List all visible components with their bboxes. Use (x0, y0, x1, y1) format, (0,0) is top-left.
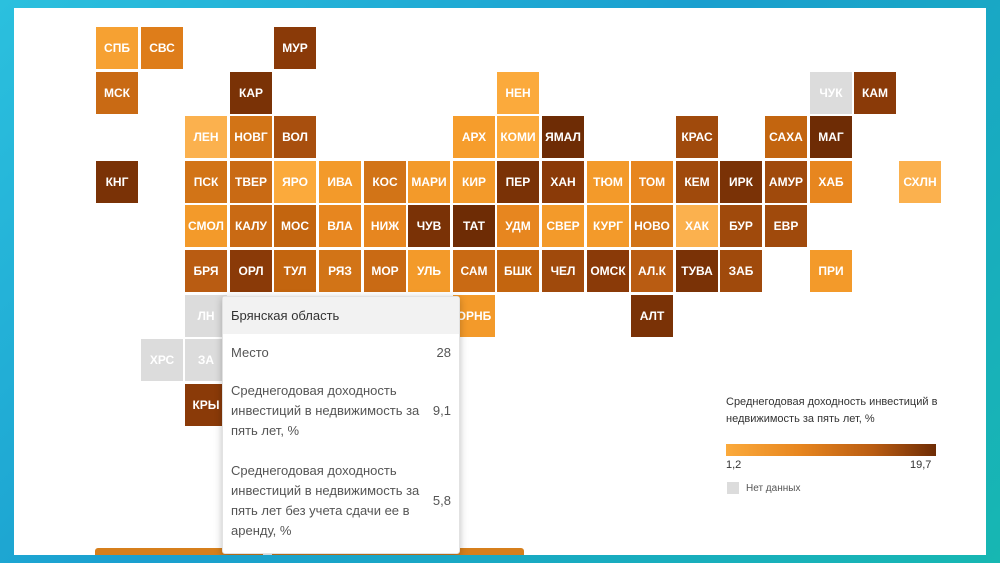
region-tile[interactable]: ВЛА (319, 205, 361, 247)
region-tile[interactable]: КОС (364, 161, 406, 203)
region-tile[interactable]: ОРНБ (453, 295, 495, 337)
region-tile[interactable]: СМОЛ (185, 205, 227, 247)
region-tile[interactable]: ИВА (319, 161, 361, 203)
region-tile[interactable]: СПБ (96, 27, 138, 69)
region-tile[interactable]: КАЛУ (230, 205, 272, 247)
region-tile[interactable]: КЕМ (676, 161, 718, 203)
tooltip-yield-no-rent-value: 5,8 (432, 493, 451, 508)
region-tile[interactable]: ТОМ (631, 161, 673, 203)
tooltip-rank-label: Место (231, 345, 269, 360)
region-tile[interactable]: СВЕР (542, 205, 584, 247)
region-tile[interactable]: УДМ (497, 205, 539, 247)
region-tile[interactable]: ЧУВ (408, 205, 450, 247)
region-tile[interactable]: ХАК (676, 205, 718, 247)
region-tile[interactable]: КРАС (676, 116, 718, 158)
region-tile[interactable]: КРЫ (185, 384, 227, 426)
tooltip-row-yield-no-rent: Среднегодовая доходность инвестиций в не… (231, 461, 451, 543)
region-tile[interactable]: ЗА (185, 339, 227, 381)
region-tile[interactable]: ПЕР (497, 161, 539, 203)
region-tile[interactable]: ВОЛ (274, 116, 316, 158)
chart-card: СПБ СВС МУР МСК КАР НЕН ЧУК КАМ ЛЕН НОВГ ВОЛ АРХ КОМ… (14, 8, 986, 555)
region-tile[interactable]: АЛТ (631, 295, 673, 337)
region-tile[interactable]: АРХ (453, 116, 495, 158)
region-tile[interactable]: МУР (274, 27, 316, 69)
region-tile[interactable]: КАМ (854, 72, 896, 114)
tooltip-yield-no-rent-label: Среднегодовая доходность инвестиций в не… (231, 463, 420, 538)
region-tile[interactable]: ЛЕН (185, 116, 227, 158)
region-tile[interactable]: КУРГ (587, 205, 629, 247)
region-tile[interactable]: СВС (141, 27, 183, 69)
region-tile[interactable]: САХА (765, 116, 807, 158)
region-tile[interactable]: ЯРО (274, 161, 316, 203)
legend-title: Среднегодовая доходность инвестиций в не… (726, 396, 938, 425)
region-tile[interactable]: СХЛН (899, 161, 941, 203)
region-tile[interactable]: САМ (453, 250, 495, 292)
legend-nodata-label: Нет данных (746, 483, 801, 494)
region-tile[interactable]: ЕВР (765, 205, 807, 247)
region-tile[interactable]: ОРЛ (230, 250, 272, 292)
region-tile[interactable]: ХАБ (810, 161, 852, 203)
bottom-button-left[interactable] (95, 548, 263, 555)
tooltip-rank-value: 28 (436, 345, 451, 360)
region-tile[interactable]: ЧУК (810, 72, 852, 114)
region-tile[interactable]: НОВГ (230, 116, 272, 158)
region-tile[interactable]: ТАТ (453, 205, 495, 247)
region-tile[interactable]: БРЯ (185, 250, 227, 292)
region-tile[interactable]: ЧЕЛ (542, 250, 584, 292)
region-tile[interactable]: ЯМАЛ (542, 116, 584, 158)
region-tile[interactable]: КИР (453, 161, 495, 203)
region-tile[interactable]: ПСК (185, 161, 227, 203)
tooltip-yield-value: 9,1 (432, 403, 451, 418)
region-tile[interactable]: ЗАБ (720, 250, 762, 292)
legend-color-scale (726, 444, 936, 456)
region-tile[interactable]: МАРИ (408, 161, 450, 203)
region-tile[interactable]: АЛ.К (631, 250, 673, 292)
region-tile[interactable]: НИЖ (364, 205, 406, 247)
region-tile[interactable]: НОВО (631, 205, 673, 247)
region-tile[interactable]: ХАН (542, 161, 584, 203)
tooltip-row-rank: Место 28 (231, 343, 451, 363)
region-tile[interactable]: НЕН (497, 72, 539, 114)
tooltip-row-yield: Среднегодовая доходность инвестиций в не… (231, 381, 451, 441)
region-tile[interactable]: АМУР (765, 161, 807, 203)
region-tile[interactable]: КОМИ (497, 116, 539, 158)
region-tile[interactable]: МОР (364, 250, 406, 292)
region-tile[interactable]: УЛЬ (408, 250, 450, 292)
region-tile[interactable]: КНГ (96, 161, 138, 203)
region-tile[interactable]: КАР (230, 72, 272, 114)
tooltip-region-name: Брянская область (223, 297, 459, 334)
region-tile[interactable]: БШК (497, 250, 539, 292)
legend-max-label: 19,7 (910, 459, 932, 471)
region-tile[interactable]: ИРК (720, 161, 762, 203)
region-tile[interactable]: МОС (274, 205, 316, 247)
region-tile[interactable]: ПРИ (810, 250, 852, 292)
region-tile[interactable]: ЛН (185, 295, 227, 337)
region-tile[interactable]: ТЮМ (587, 161, 629, 203)
region-tile[interactable]: БУР (720, 205, 762, 247)
region-tile[interactable]: МСК (96, 72, 138, 114)
legend-min-label: 1,2 (726, 459, 742, 471)
region-tile[interactable]: ХРС (141, 339, 183, 381)
region-tooltip: Брянская область Место 28 Среднегодовая … (222, 296, 460, 554)
region-tile[interactable]: МАГ (810, 116, 852, 158)
legend-nodata-swatch (727, 482, 739, 494)
region-tile[interactable]: ТУЛ (274, 250, 316, 292)
region-tile[interactable]: ТВЕР (230, 161, 272, 203)
region-tile[interactable]: ОМСК (587, 250, 629, 292)
region-tile[interactable]: ТУВА (676, 250, 718, 292)
tooltip-yield-label: Среднегодовая доходность инвестиций в не… (231, 383, 420, 438)
region-tile[interactable]: РЯЗ (319, 250, 361, 292)
